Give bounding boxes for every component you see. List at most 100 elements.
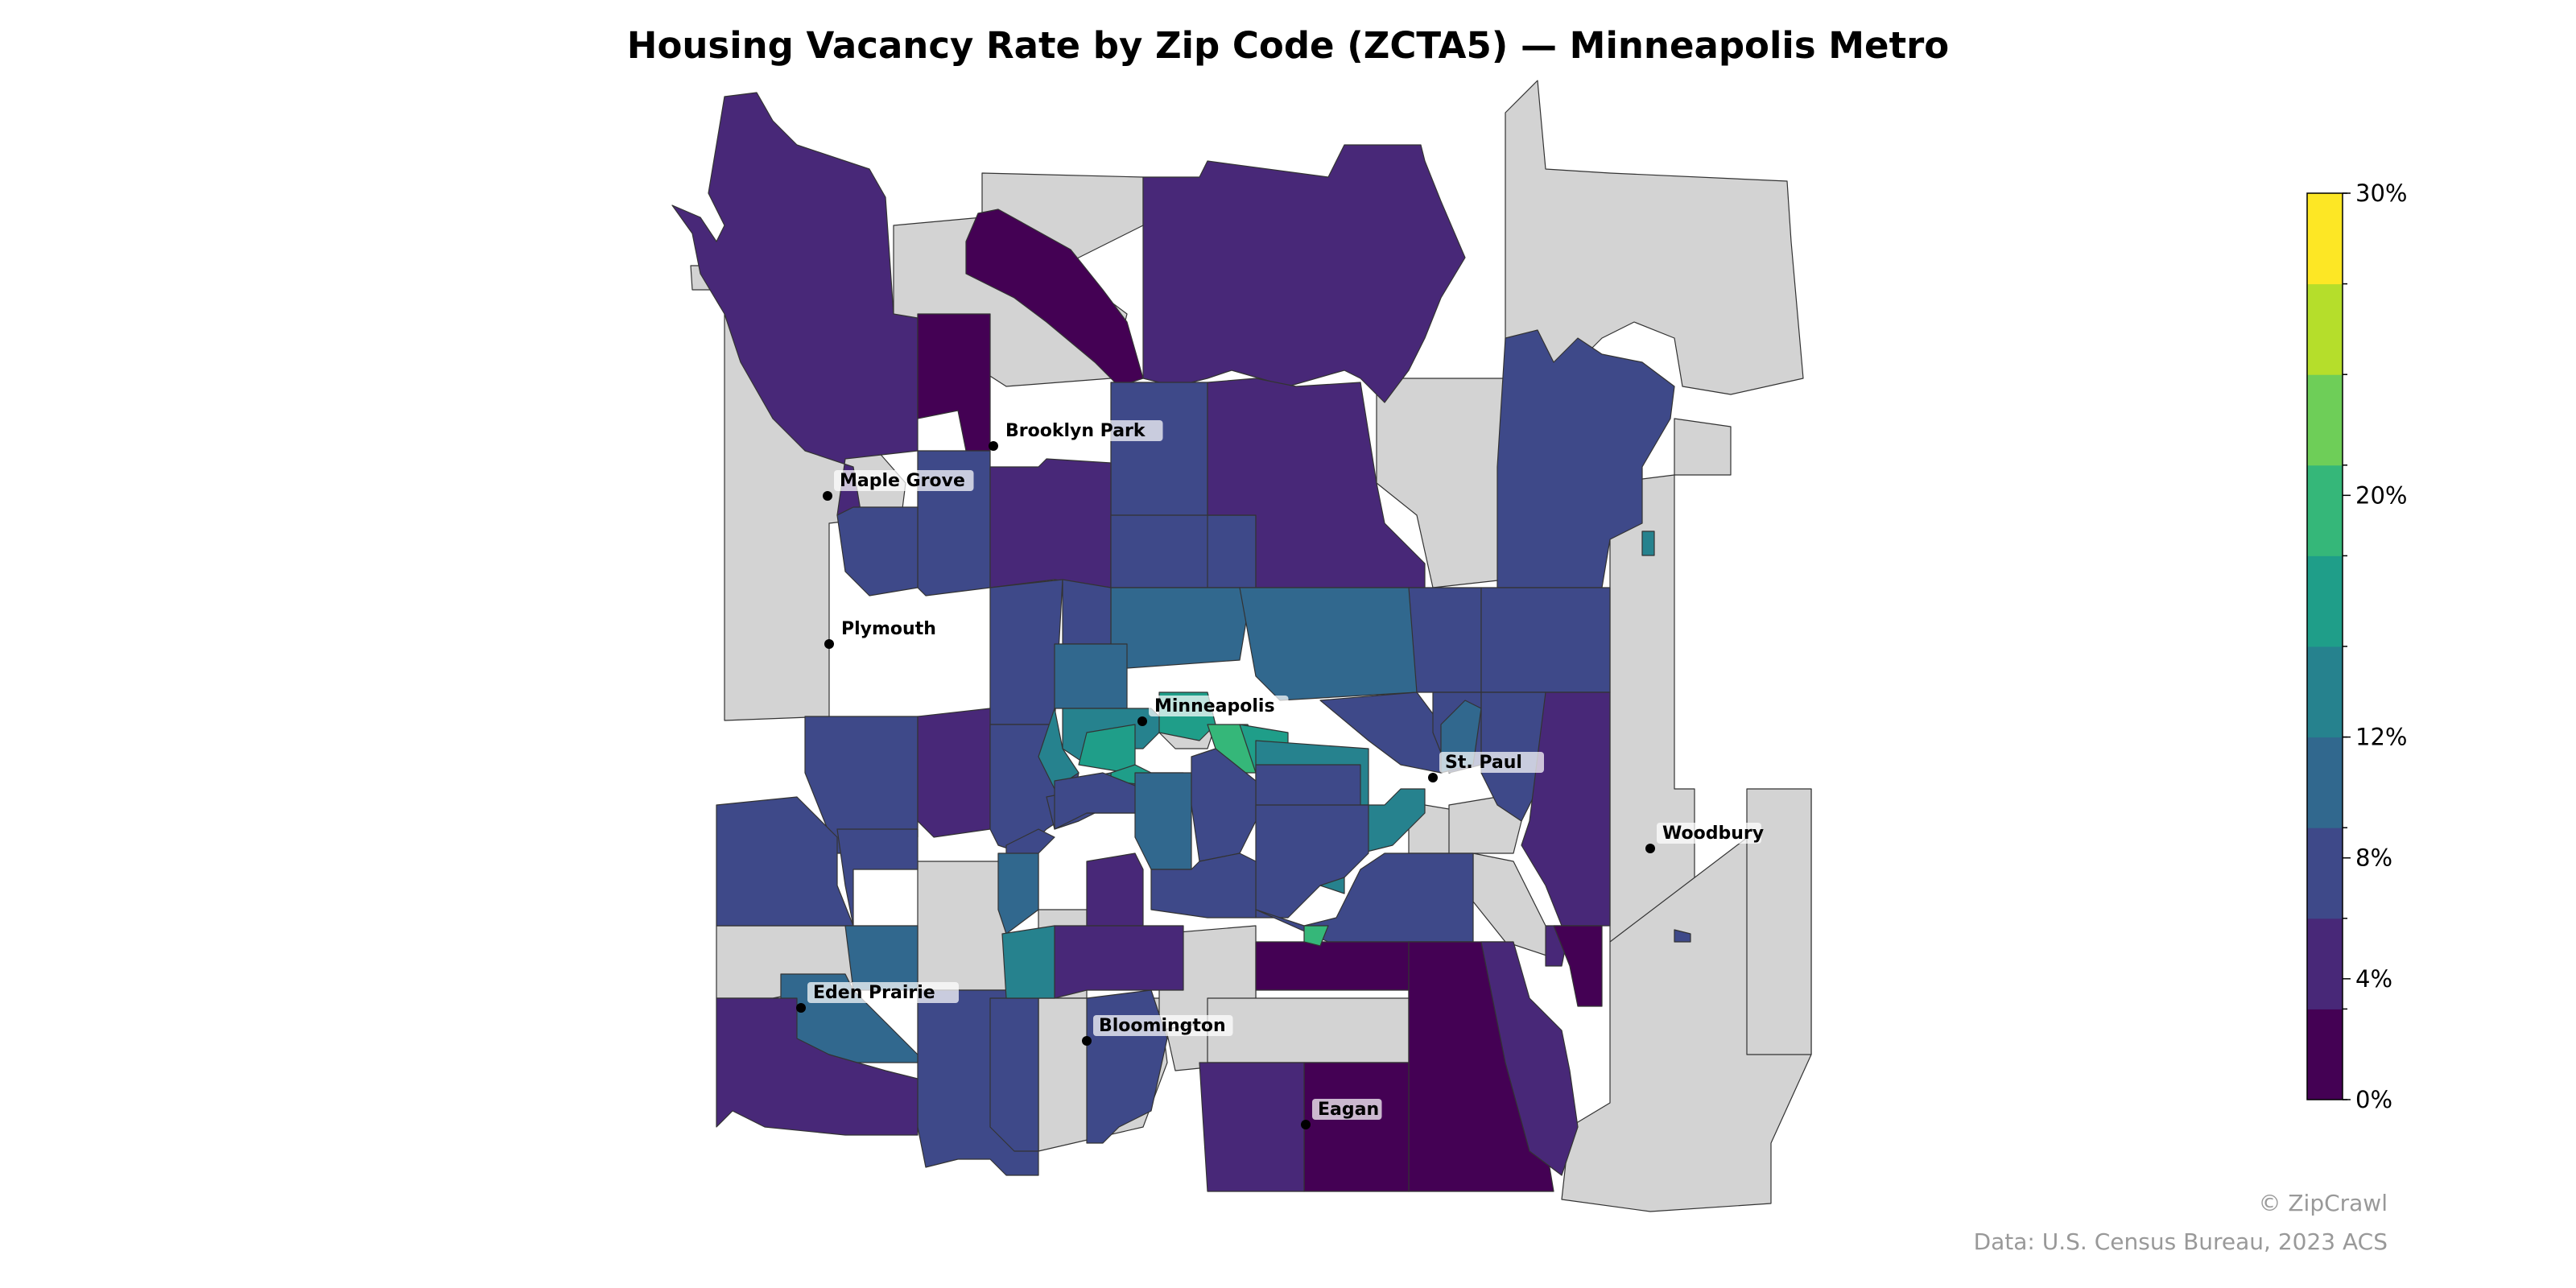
zip-region — [836, 828, 919, 927]
city-label: Brooklyn Park — [1005, 421, 1146, 441]
zip-region — [1674, 929, 1691, 943]
city-marker: Plymouth — [824, 618, 940, 649]
zip-region — [1054, 925, 1184, 999]
colorbar-bin — [2307, 283, 2343, 375]
city-marker: Eagan — [1301, 1099, 1382, 1129]
city-label: Plymouth — [841, 619, 936, 639]
zip-region — [1150, 852, 1257, 919]
city-label-box — [1439, 752, 1544, 773]
zip-region — [997, 852, 1039, 935]
colorbar-bin — [2307, 464, 2343, 556]
zip-region — [1110, 587, 1249, 669]
city-marker: Brooklyn Park — [989, 420, 1163, 451]
zip-region — [1408, 587, 1482, 693]
colorbar-bin — [2307, 918, 2343, 1009]
zip-region — [1191, 748, 1257, 862]
colorbar-bin — [2307, 1009, 2343, 1100]
zip-region — [917, 708, 991, 838]
zip-region — [917, 861, 1007, 991]
zip-region — [1674, 418, 1732, 476]
copyright-text: © ZipCrawl — [2258, 1190, 2388, 1216]
zip-region — [1480, 941, 1579, 1176]
city-marker: Maple Grove — [823, 470, 974, 501]
colorbar-tick-label: 12% — [2355, 724, 2407, 751]
zip-region — [1553, 925, 1603, 1007]
zip-region — [1001, 925, 1055, 999]
colorbar-tick-label: 20% — [2355, 481, 2407, 509]
zip-region — [989, 458, 1112, 588]
data-source-text: Data: U.S. Census Bureau, 2023 ACS — [1973, 1228, 2388, 1255]
zip-region — [1086, 989, 1168, 1144]
colorbar-bin — [2307, 374, 2343, 466]
city-labels: Brooklyn Park Maple Grove Plymouth Minneapo… — [796, 420, 1764, 1129]
city-label-box — [1312, 1099, 1382, 1120]
zip-region — [1303, 1062, 1410, 1192]
zip-region — [844, 925, 919, 991]
zip-region — [716, 997, 919, 1136]
city-dot — [1137, 716, 1147, 726]
city-label-box — [807, 982, 959, 1003]
city-label: Minneapolis — [1154, 696, 1275, 716]
zip-region — [716, 796, 854, 927]
city-label-box — [1093, 1015, 1233, 1036]
colorbar-tick-label: 30% — [2355, 180, 2407, 207]
zip-region — [1110, 514, 1208, 588]
colorbar-bin — [2307, 737, 2343, 828]
zip-region — [1255, 941, 1410, 991]
zip-region — [1199, 1062, 1305, 1192]
zip-region — [1134, 772, 1192, 870]
zip-regions — [671, 80, 1812, 1212]
colorbar-bin — [2307, 193, 2343, 285]
map-title: Housing Vacancy Rate by Zip Code (ZCTA5)… — [626, 24, 1950, 67]
zip-region — [1062, 579, 1112, 645]
zip-region — [1142, 144, 1466, 403]
zip-region — [1303, 925, 1329, 947]
colorbar-legend: 0% 4% 8% 12% 20% 30% — [2306, 180, 2407, 1113]
city-label-box — [1657, 823, 1761, 844]
colorbar-tick-label: 8% — [2355, 844, 2392, 872]
colorbar-bin — [2307, 555, 2343, 647]
zip-region — [1505, 80, 1804, 395]
zip-region — [1086, 852, 1144, 927]
city-dot — [989, 441, 998, 451]
zip-region — [917, 313, 991, 452]
city-label: Eagan — [1318, 1100, 1379, 1120]
city-label-box — [1149, 696, 1289, 716]
city-marker: St. Paul — [1428, 752, 1544, 782]
zip-region — [1054, 643, 1128, 709]
city-dot — [1428, 773, 1438, 782]
zip-region — [1207, 378, 1426, 588]
city-label: Maple Grove — [840, 471, 965, 491]
zip-region — [836, 506, 919, 597]
city-label: Eden Prairie — [813, 983, 935, 1003]
zip-region — [989, 579, 1063, 725]
zip-region — [1480, 587, 1611, 693]
city-marker: Eden Prairie — [796, 982, 959, 1013]
colorbar-bin — [2307, 828, 2343, 919]
colorbar-bin — [2307, 646, 2343, 738]
city-dot — [1082, 1036, 1092, 1046]
city-label: Woodbury — [1662, 824, 1764, 844]
city-marker: Woodbury — [1645, 823, 1764, 853]
city-label-box — [836, 618, 940, 639]
colorbar-tick-label: 0% — [2355, 1086, 2392, 1113]
zip-region — [1521, 691, 1611, 927]
city-marker: Minneapolis — [1137, 696, 1289, 726]
city-dot — [1645, 844, 1655, 853]
city-marker: Bloomington — [1082, 1015, 1233, 1046]
city-dot — [824, 639, 834, 649]
zip-region — [989, 997, 1039, 1152]
colorbar-tick-label: 4% — [2355, 965, 2392, 993]
zip-region — [1255, 804, 1369, 919]
zip-region — [1641, 530, 1655, 556]
zip-region — [1746, 788, 1812, 1055]
zip-region — [1207, 997, 1410, 1063]
city-label: St. Paul — [1445, 753, 1522, 773]
city-label-box — [1000, 420, 1163, 441]
city-dot — [823, 491, 832, 501]
city-dot — [1301, 1120, 1311, 1129]
city-label-box — [834, 470, 974, 491]
city-dot — [796, 1003, 806, 1013]
city-label: Bloomington — [1099, 1016, 1226, 1036]
